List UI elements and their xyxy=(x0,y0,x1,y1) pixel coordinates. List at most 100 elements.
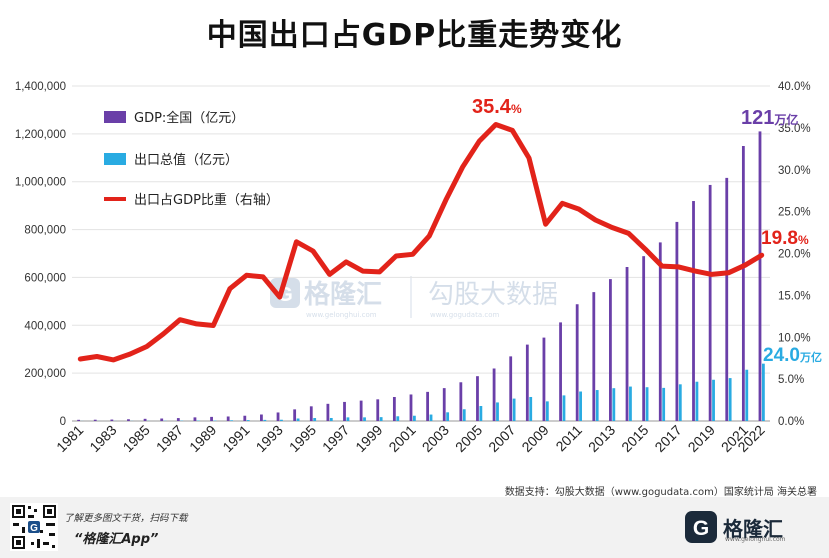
gdp-bar xyxy=(575,304,579,421)
export-end-annotation-number: 24.0 xyxy=(763,345,800,366)
watermark-data-brand: 勾股大数据 xyxy=(428,280,558,310)
x-tick-label: 2015 xyxy=(618,422,651,455)
export-bar xyxy=(761,363,765,421)
x-tick-label: 2003 xyxy=(419,422,452,455)
export-bar xyxy=(313,418,317,421)
data-source: 数据支持：勾股大数据（www.gogudata.com）国家统计局 海关总署 xyxy=(504,487,817,498)
export-bar xyxy=(712,379,715,421)
export-bar xyxy=(562,395,566,421)
export-end-annotation-unit: 万亿 xyxy=(799,350,822,364)
y-right-tick-label: 5.0% xyxy=(778,374,804,386)
x-tick-label: 1997 xyxy=(319,422,352,455)
gdp-bar xyxy=(326,403,330,421)
export-bar xyxy=(629,386,632,421)
annotations: 35.4% 121万亿 19.8% 24.0万亿 xyxy=(472,96,822,366)
export-bar xyxy=(512,398,516,421)
y-left-tick-label: 1,000,000 xyxy=(15,177,66,189)
gdp-bar xyxy=(392,397,396,421)
bars xyxy=(77,131,765,422)
gdp-end-annotation-unit: 万亿 xyxy=(773,112,798,127)
gdp-bar xyxy=(293,409,297,421)
export-bar xyxy=(529,396,533,421)
export-bar xyxy=(280,419,283,421)
export-bar xyxy=(479,406,483,421)
y-right-axis: 0.0% 5.0% 10.0% 15.0% 20.0% 25.0% 30.0% 35.0% 40… xyxy=(778,81,811,428)
y-right-tick-label: 40.0% xyxy=(778,81,811,93)
export-bar xyxy=(329,417,333,421)
x-tick-label: 1999 xyxy=(352,422,385,455)
gdp-bar xyxy=(243,415,247,421)
ratio-line xyxy=(77,122,765,363)
y-left-tick-label: 1,400,000 xyxy=(15,81,66,93)
export-bar xyxy=(595,390,599,421)
export-bar xyxy=(662,387,666,421)
export-bar xyxy=(396,416,400,421)
x-tick-label: 2009 xyxy=(518,422,551,455)
y-right-tick-label: 20.0% xyxy=(778,249,811,261)
x-tick-label: 2011 xyxy=(552,422,585,455)
gdp-bar xyxy=(525,344,529,421)
peak-annotation: 35.4% xyxy=(472,96,522,118)
ratio-end-annotation-number: 19.8 xyxy=(761,228,798,249)
legend-label-gdp: GDP:全国（亿元） xyxy=(134,110,244,126)
peak-annotation-number: 35.4 xyxy=(472,96,512,118)
gdp-bar xyxy=(110,419,114,421)
gdp-bar xyxy=(260,414,263,421)
legend-label-ratio: 出口占GDP比重（右轴） xyxy=(134,192,279,208)
export-bar xyxy=(263,419,267,421)
x-tick-label: 2013 xyxy=(585,422,618,455)
gdp-bar xyxy=(309,406,313,421)
gdp-bar xyxy=(343,401,346,421)
gdp-bar xyxy=(93,419,97,421)
export-bar xyxy=(695,381,699,421)
x-tick-label: 1995 xyxy=(286,422,319,455)
y-left-tick-label: 800,000 xyxy=(24,225,66,237)
x-tick-label: 1981 xyxy=(53,422,86,455)
footer-logo[interactable]: G 格隆汇 www.gelonghui.com xyxy=(685,511,815,543)
y-left-tick-label: 0 xyxy=(60,416,66,428)
y-right-tick-label: 15.0% xyxy=(778,290,811,302)
export-end-annotation: 24.0万亿 xyxy=(763,345,822,366)
export-bar xyxy=(379,417,383,421)
export-bar xyxy=(678,384,682,421)
gdp-bar xyxy=(658,242,662,421)
y-left-tick-label: 600,000 xyxy=(24,272,66,284)
ratio-end-annotation: 19.8% xyxy=(761,228,809,249)
legend: GDP:全国（亿元） 出口总值（亿元） 出口占GDP比重（右轴） xyxy=(104,110,279,208)
y-left-tick-label: 1,200,000 xyxy=(15,129,66,141)
export-bar xyxy=(745,369,749,421)
x-tick-label: 2007 xyxy=(485,422,518,455)
qr-code-icon[interactable]: G xyxy=(10,503,58,551)
export-bar xyxy=(612,388,616,421)
peak-annotation-unit: % xyxy=(511,102,522,116)
gdp-bar xyxy=(376,399,380,421)
watermark-brand: 格隆汇 xyxy=(304,279,382,310)
y-right-tick-label: 25.0% xyxy=(778,207,811,219)
x-tick-label: 2019 xyxy=(685,422,718,455)
footer-app-name: “格隆汇App” xyxy=(74,532,159,547)
gdp-bar xyxy=(426,391,430,421)
export-bar xyxy=(496,402,499,421)
export-bar xyxy=(296,418,300,421)
chart: G 格隆汇 www.gelonghui.com 勾股大数据 www.goguda… xyxy=(15,81,822,455)
export-bar xyxy=(579,391,582,421)
svg-text:G: G xyxy=(693,517,709,540)
x-tick-label: 1983 xyxy=(86,422,119,455)
y-left-axis: 0 200,000 400,000 600,000 800,000 1,000,000 1,… xyxy=(15,81,66,428)
gdp-end-annotation-number: 121 xyxy=(741,107,774,129)
gdp-bar xyxy=(741,146,745,421)
export-bar xyxy=(346,417,350,421)
y-right-tick-label: 30.0% xyxy=(778,165,811,177)
logo-icon: G xyxy=(685,511,717,543)
gdp-bar xyxy=(609,279,612,421)
footer-tagline: 了解更多图文干货，扫码下载 xyxy=(64,513,188,524)
watermark: G 格隆汇 www.gelonghui.com 勾股大数据 www.goguda… xyxy=(270,276,558,319)
gdp-bar xyxy=(359,400,363,421)
chart-title: 中国出口占GDP比重走势变化 xyxy=(206,18,623,53)
export-bar xyxy=(545,401,549,421)
y-left-tick-label: 400,000 xyxy=(24,320,66,332)
x-tick-label: 2017 xyxy=(651,422,684,455)
x-tick-label: 1993 xyxy=(253,422,286,455)
x-tick-label: 1989 xyxy=(186,422,219,455)
gdp-bar xyxy=(642,256,646,421)
